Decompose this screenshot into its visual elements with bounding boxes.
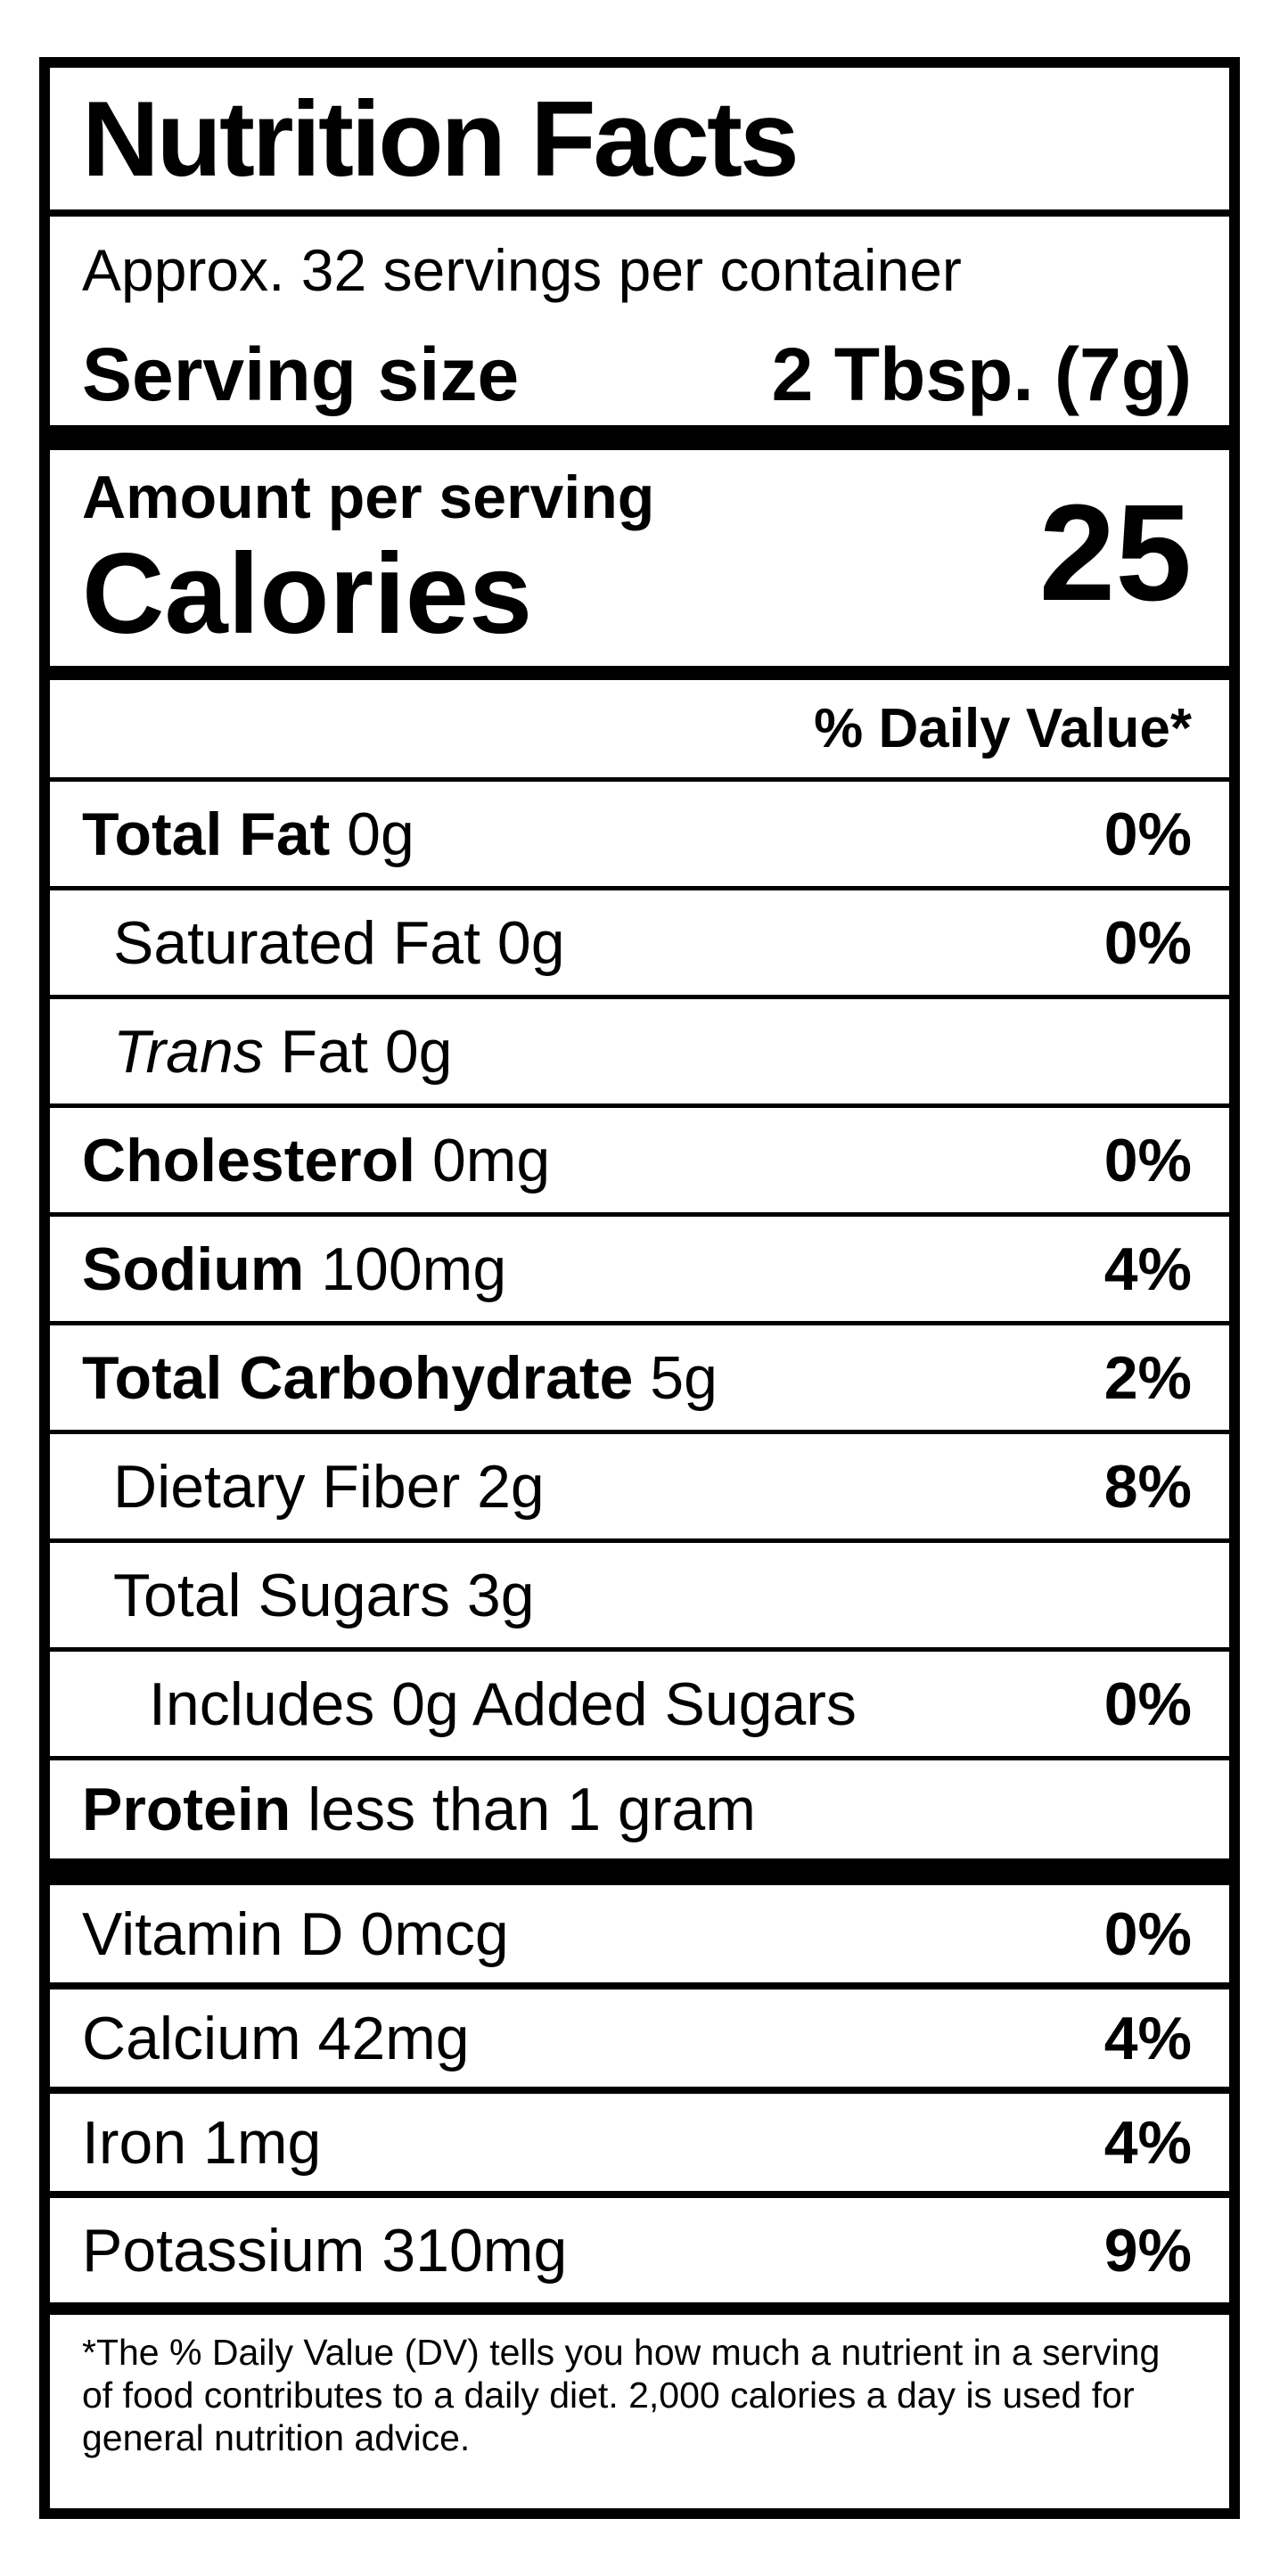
vitamin-percent: 4%: [1103, 2004, 1192, 2072]
title-row: Nutrition Facts: [50, 68, 1229, 217]
nutrient-row: Includes 0g Added Sugars 0%: [50, 1652, 1229, 1760]
serving-size-label: Serving size: [82, 332, 520, 416]
nutrient-name: Sodium 100mg: [82, 1235, 507, 1303]
serving-size-row: Serving size 2 Tbsp. (7g): [50, 324, 1229, 425]
nutrient-row: Trans Fat 0g: [50, 999, 1229, 1108]
nutrient-name: Total Fat 0g: [82, 800, 414, 868]
medium-divider: [50, 666, 1229, 680]
nutrient-percent: 4%: [1103, 1235, 1192, 1303]
daily-value-footnote: *The % Daily Value (DV) tells you how mu…: [82, 2332, 1161, 2458]
thick-divider: [50, 1858, 1229, 1885]
daily-value-header-row: % Daily Value*: [50, 680, 1229, 782]
vitamin-name: Vitamin D 0mcg: [82, 1899, 509, 1968]
vitamin-percent: 9%: [1103, 2216, 1192, 2285]
nutrient-row: Dietary Fiber 2g 8%: [50, 1434, 1229, 1543]
calories-value: 25: [1038, 476, 1192, 629]
vitamin-name: Iron 1mg: [82, 2108, 322, 2177]
nutrient-name: Total Carbohydrate 5g: [82, 1343, 718, 1412]
medium-divider: [50, 2302, 1229, 2315]
nutrient-row: Protein less than 1 gram: [50, 1760, 1229, 1858]
nutrient-row: Sodium 100mg 4%: [50, 1217, 1229, 1325]
nutrient-row: Total Carbohydrate 5g 2%: [50, 1325, 1229, 1434]
nutrient-percent: 0%: [1103, 800, 1192, 868]
nutrient-name: Cholesterol 0mg: [82, 1126, 551, 1194]
servings-per-container: Approx. 32 servings per container: [82, 237, 962, 303]
vitamin-percent: 4%: [1103, 2108, 1192, 2177]
nutrient-row: Total Fat 0g 0%: [50, 782, 1229, 890]
nutrient-name: Trans Fat 0g: [113, 1017, 453, 1086]
nutrient-name: Dietary Fiber 2g: [113, 1452, 545, 1521]
nutrient-percent: 2%: [1103, 1343, 1192, 1412]
vitamin-row: Calcium 42mg 4%: [50, 1989, 1229, 2094]
nutrient-name: Protein less than 1 gram: [82, 1776, 756, 1843]
amount-per-serving-label: Amount per serving: [82, 464, 655, 531]
label-title: Nutrition Facts: [82, 78, 800, 199]
vitamin-name: Potassium 310mg: [82, 2216, 568, 2285]
nutrient-percent: 0%: [1103, 1669, 1192, 1738]
nutrient-row: Saturated Fat 0g 0%: [50, 890, 1229, 999]
servings-per-container-row: Approx. 32 servings per container: [50, 217, 1229, 324]
nutrition-facts-label: Nutrition Facts Approx. 32 servings per …: [39, 57, 1240, 2519]
nutrient-percent: 0%: [1103, 908, 1192, 977]
vitamin-row: Iron 1mg 4%: [50, 2094, 1229, 2198]
nutrient-row: Cholesterol 0mg 0%: [50, 1108, 1229, 1217]
vitamin-name: Calcium 42mg: [82, 2004, 470, 2072]
nutrient-percent: 0%: [1103, 1126, 1192, 1194]
serving-size-value: 2 Tbsp. (7g): [771, 332, 1192, 416]
nutrient-name: Saturated Fat 0g: [113, 908, 565, 977]
vitamin-percent: 0%: [1103, 1899, 1192, 1968]
vitamin-row: Vitamin D 0mcg 0%: [50, 1885, 1229, 1989]
nutrient-percent: 8%: [1103, 1452, 1192, 1521]
calories-section: Amount per serving Calories 25: [50, 450, 1229, 666]
vitamin-row: Potassium 310mg 9%: [50, 2198, 1229, 2302]
nutrient-name: Includes 0g Added Sugars: [149, 1669, 857, 1738]
daily-value-header: % Daily Value*: [814, 698, 1192, 759]
thick-divider: [50, 425, 1229, 450]
nutrient-row: Total Sugars 3g: [50, 1543, 1229, 1652]
nutrient-name: Total Sugars 3g: [113, 1561, 535, 1629]
calories-label: Calories: [82, 530, 533, 658]
